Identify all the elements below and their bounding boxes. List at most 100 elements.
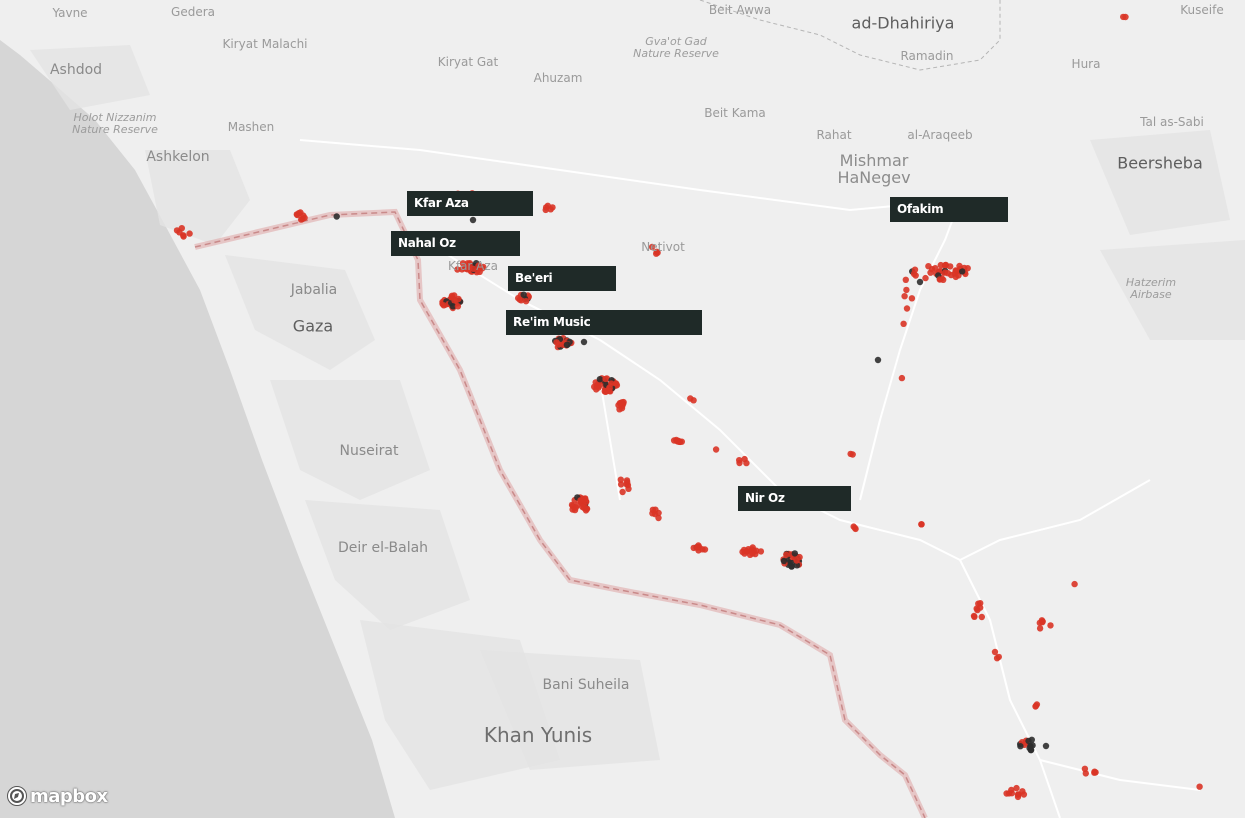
road — [1039, 759, 1201, 791]
incident-marker — [1032, 703, 1039, 710]
incident-marker — [1027, 742, 1034, 750]
incident-marker — [971, 613, 978, 620]
incident-marker — [1081, 765, 1089, 772]
incident-marker — [544, 202, 551, 209]
incident-marker — [1017, 743, 1024, 750]
admin-boundary-dashed — [699, 0, 1001, 71]
incident-marker — [606, 387, 613, 395]
incident-marker — [454, 303, 462, 310]
incident-marker — [912, 272, 919, 279]
incident-markers — [173, 13, 1203, 801]
incident-marker — [1036, 619, 1044, 627]
incident-marker — [736, 457, 743, 464]
incident-marker — [922, 274, 929, 282]
incident-marker — [648, 243, 656, 251]
mapbox-wordmark: mapbox — [30, 785, 108, 807]
incident-marker — [602, 375, 609, 383]
incident-marker — [851, 524, 858, 532]
incident-marker — [624, 479, 631, 486]
incident-marker — [451, 297, 458, 304]
road — [599, 379, 621, 501]
incident-marker — [653, 248, 660, 255]
incident-marker — [952, 267, 959, 274]
incident-marker — [1047, 622, 1054, 629]
incident-marker — [673, 436, 680, 444]
incident-marker — [901, 293, 908, 300]
incident-marker — [1042, 742, 1050, 750]
incident-marker — [520, 291, 527, 298]
incident-marker — [1003, 790, 1010, 797]
incident-marker — [466, 265, 473, 273]
mediterranean-sea — [0, 0, 395, 818]
incident-marker — [1013, 784, 1020, 792]
incident-marker — [780, 557, 788, 565]
incident-marker — [743, 459, 750, 467]
road — [959, 479, 1151, 561]
incident-marker — [712, 446, 720, 453]
incident-marker — [1008, 790, 1015, 797]
incident-marker — [902, 276, 909, 283]
incident-marker — [942, 261, 950, 269]
incident-marker — [1071, 580, 1078, 588]
callout-label[interactable]: Re'im Music — [506, 310, 702, 335]
incident-marker — [596, 376, 604, 383]
incident-marker — [619, 488, 626, 496]
mapbox-logo[interactable]: mapbox — [6, 785, 108, 807]
incident-marker — [740, 546, 748, 554]
incident-marker — [973, 605, 980, 612]
incident-marker — [555, 341, 562, 348]
incident-marker — [580, 338, 588, 346]
incident-marker — [593, 386, 600, 393]
incident-marker — [695, 547, 702, 554]
callout-label[interactable]: Nir Oz — [738, 486, 851, 511]
incident-marker — [625, 485, 632, 492]
callout-label[interactable]: Be'eri — [508, 266, 616, 291]
incident-marker — [297, 209, 304, 216]
incident-marker — [900, 320, 907, 327]
incident-marker — [518, 297, 525, 304]
incident-marker — [1120, 13, 1127, 21]
incident-marker — [476, 268, 483, 276]
incident-marker — [617, 481, 625, 488]
incident-marker — [936, 276, 943, 283]
incident-marker — [796, 553, 803, 561]
incident-marker — [475, 262, 482, 269]
callout-label[interactable]: Ofakim — [890, 197, 1008, 222]
incident-marker — [1036, 625, 1044, 632]
incident-marker — [847, 450, 854, 458]
incident-marker — [793, 562, 801, 569]
incident-marker — [874, 356, 882, 364]
incident-marker — [1196, 783, 1203, 790]
incident-marker — [749, 544, 756, 551]
incident-marker — [783, 551, 790, 558]
callout-label[interactable]: Nahal Oz — [391, 231, 520, 256]
mapbox-icon — [7, 786, 27, 806]
incident-marker — [687, 395, 694, 402]
road — [299, 139, 961, 212]
incident-marker — [449, 303, 457, 310]
incident-marker — [186, 230, 193, 237]
incident-marker — [678, 438, 685, 445]
incident-marker — [649, 510, 656, 517]
incident-marker — [916, 278, 924, 286]
incident-marker — [579, 503, 586, 511]
incident-marker — [791, 550, 798, 557]
incident-marker — [977, 600, 984, 607]
callout-label[interactable]: Kfar Aza — [407, 191, 533, 216]
incident-marker — [454, 266, 461, 273]
incident-marker — [937, 261, 944, 269]
gaza-border-dash — [194, 211, 926, 818]
incident-marker — [898, 374, 906, 382]
incident-marker — [577, 497, 584, 504]
road — [859, 199, 961, 501]
incident-marker — [572, 504, 579, 511]
incident-marker — [464, 260, 471, 267]
incident-marker — [788, 563, 795, 570]
incident-marker — [620, 398, 627, 406]
incident-marker — [522, 298, 530, 305]
incident-marker — [918, 521, 925, 528]
incident-marker — [959, 268, 966, 275]
incident-marker — [908, 295, 916, 302]
